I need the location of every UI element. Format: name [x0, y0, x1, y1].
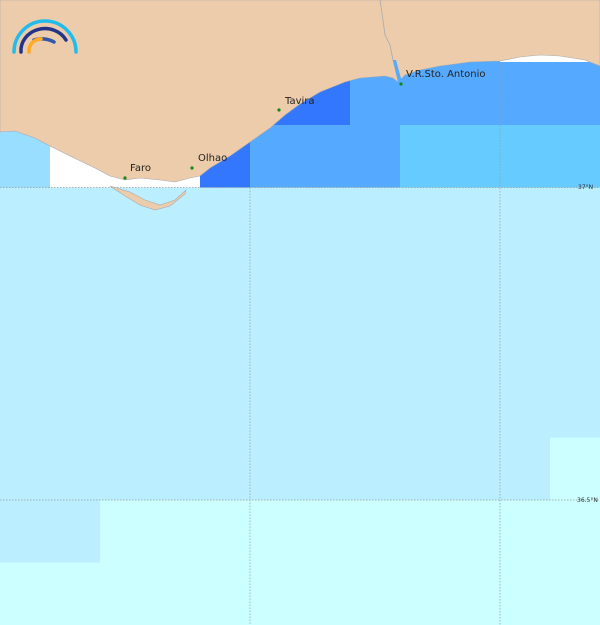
barrier-islands [109, 185, 187, 211]
place-label-tavira: Tavira [285, 96, 315, 107]
graticule [0, 62, 600, 625]
land [0, 0, 600, 183]
place-label-faro: Faro [130, 163, 151, 174]
lat-label-37n: 37°N [578, 184, 594, 191]
arc-logo-icon [12, 19, 78, 54]
lat-label-36-5n: 36.5°N [577, 497, 598, 504]
place-label-olhao: Olhao [198, 153, 228, 164]
town-markers [123, 82, 403, 180]
place-label-vr-sto-antonio: V.R.Sto. Antonio [406, 69, 486, 80]
river-mouth [393, 60, 402, 82]
